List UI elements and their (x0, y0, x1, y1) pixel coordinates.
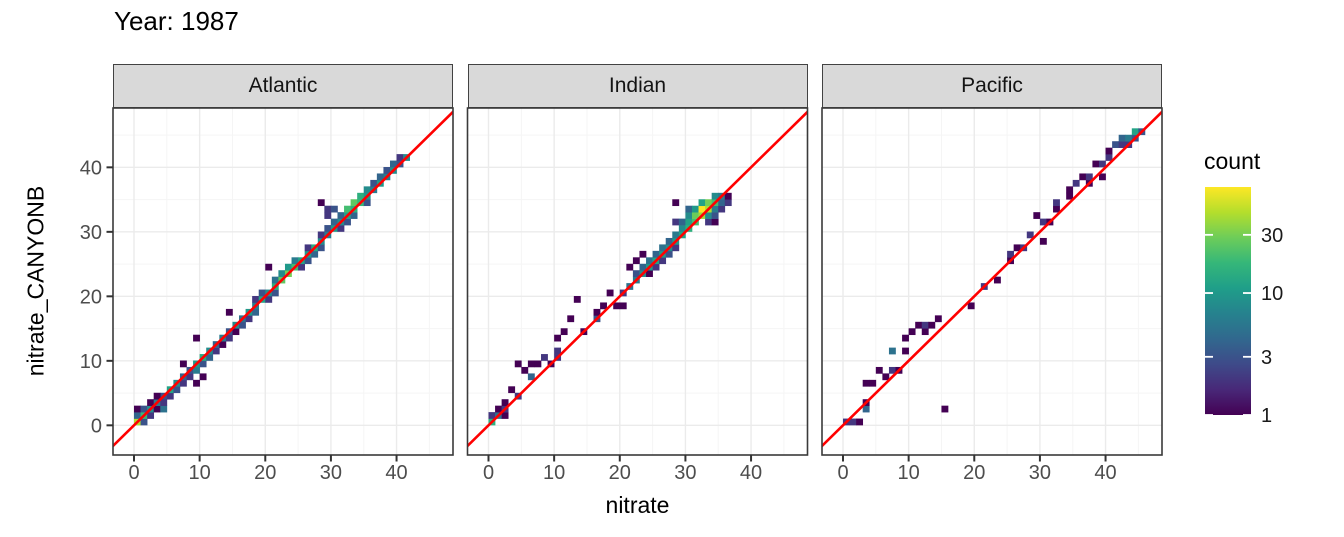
svg-text:0: 0 (128, 462, 139, 484)
svg-text:0: 0 (483, 462, 494, 484)
legend-colorbar: 1 3 10 30 (1205, 187, 1283, 427)
svg-text:1: 1 (1261, 405, 1272, 427)
svg-text:10: 10 (898, 462, 920, 484)
svg-text:30: 30 (1261, 225, 1283, 247)
svg-text:30: 30 (320, 462, 342, 484)
svg-text:20: 20 (609, 462, 631, 484)
svg-text:10: 10 (1261, 283, 1283, 305)
legend-title: count (1204, 148, 1261, 174)
identity-line (113, 110, 453, 448)
bin2d-layer (113, 110, 453, 448)
svg-text:30: 30 (674, 462, 696, 484)
facet-strip-label: Pacific (961, 74, 1023, 97)
identity-line (822, 110, 1162, 448)
svg-text:0: 0 (91, 415, 102, 437)
plot-title: Year: 1987 (114, 6, 239, 36)
y-axis-title: nitrate_CANYONB (22, 185, 49, 377)
svg-text:30: 30 (1029, 462, 1051, 484)
svg-text:3: 3 (1261, 347, 1272, 369)
panel-pacific: 0 10 20 30 40 (821, 107, 1163, 484)
facet-strip-pacific: Pacific (822, 64, 1162, 108)
bin2d-layer (822, 110, 1162, 448)
facet-strip-atlantic: Atlantic (113, 64, 453, 108)
svg-text:40: 40 (1094, 462, 1116, 484)
panel-indian: 0 10 20 30 40 (466, 107, 809, 484)
identity-line (467, 110, 808, 448)
svg-text:20: 20 (80, 286, 102, 308)
svg-text:40: 40 (80, 157, 102, 179)
svg-text:20: 20 (963, 462, 985, 484)
svg-text:10: 10 (189, 462, 211, 484)
svg-text:30: 30 (80, 222, 102, 244)
x-axis-title: nitrate (605, 492, 670, 518)
svg-text:10: 10 (543, 462, 565, 484)
svg-text:0: 0 (837, 462, 848, 484)
svg-text:40: 40 (385, 462, 407, 484)
svg-text:10: 10 (80, 351, 102, 373)
facet-strip-label: Indian (608, 74, 667, 97)
bin2d-layer (467, 110, 808, 448)
facet-strip-label: Atlantic (248, 74, 318, 97)
panel-atlantic: 0 10 20 30 40 (112, 107, 454, 484)
svg-text:20: 20 (254, 462, 276, 484)
svg-text:40: 40 (740, 462, 762, 484)
